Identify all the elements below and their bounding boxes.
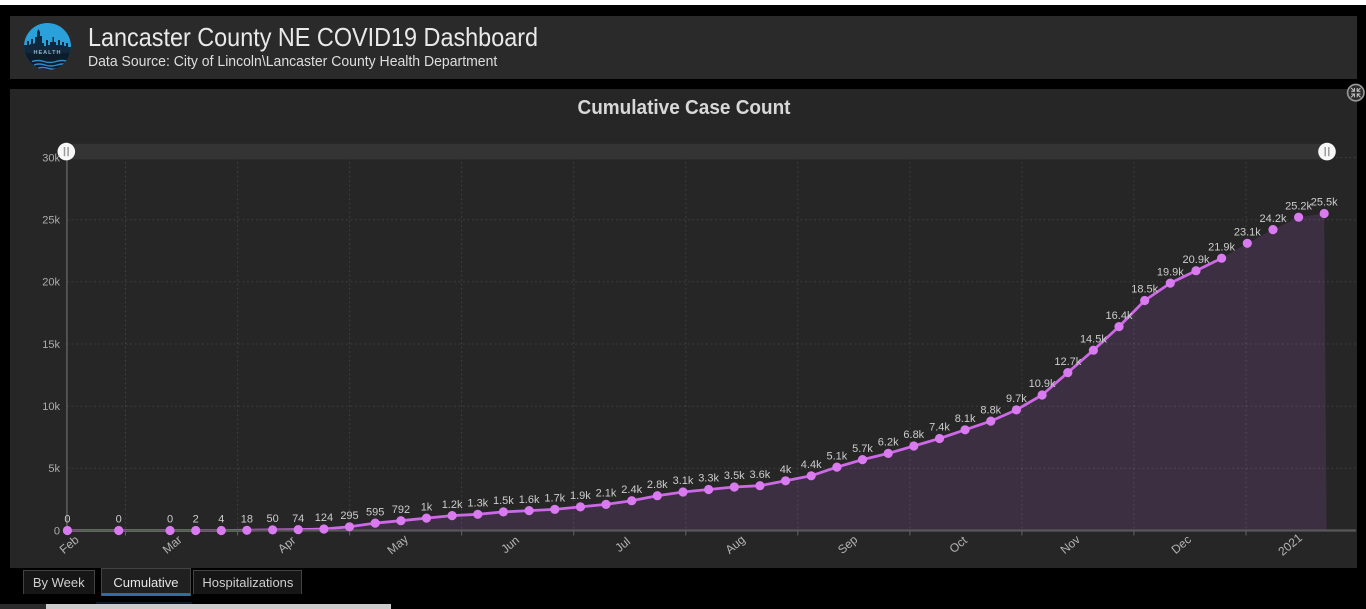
svg-text:25k: 25k (42, 215, 60, 227)
svg-text:Aug: Aug (722, 532, 747, 556)
svg-text:May: May (384, 532, 410, 557)
svg-text:6.8k: 6.8k (903, 429, 924, 441)
svg-text:50: 50 (266, 513, 278, 525)
svg-text:595: 595 (366, 506, 384, 518)
svg-text:Oct: Oct (947, 533, 971, 556)
svg-text:3.1k: 3.1k (673, 475, 694, 487)
svg-text:Dec: Dec (1169, 532, 1194, 556)
svg-text:2.1k: 2.1k (596, 488, 617, 500)
svg-text:792: 792 (392, 504, 410, 516)
svg-text:25.2k: 25.2k (1285, 200, 1312, 212)
svg-text:9.7k: 9.7k (1006, 393, 1027, 405)
svg-text:7.4k: 7.4k (929, 422, 950, 434)
svg-text:74: 74 (292, 513, 304, 525)
svg-text:Cumulative Case Count: Cumulative Case Count (578, 97, 791, 119)
svg-text:30k: 30k (42, 152, 60, 164)
svg-text:10k: 10k (42, 401, 60, 413)
svg-text:295: 295 (340, 510, 358, 522)
svg-text:2021: 2021 (1275, 530, 1305, 558)
svg-text:12.7k: 12.7k (1054, 356, 1081, 368)
svg-text:0: 0 (167, 514, 173, 526)
svg-text:Mar: Mar (160, 533, 185, 557)
svg-text:Nov: Nov (1058, 532, 1083, 556)
svg-text:5.1k: 5.1k (827, 450, 848, 462)
svg-text:Sep: Sep (835, 532, 861, 557)
svg-text:1.5k: 1.5k (493, 495, 514, 507)
svg-text:20.9k: 20.9k (1183, 254, 1210, 266)
svg-text:3.5k: 3.5k (724, 470, 745, 482)
svg-text:18: 18 (241, 514, 253, 526)
svg-text:16.4k: 16.4k (1106, 310, 1133, 322)
svg-text:15k: 15k (42, 339, 60, 351)
svg-text:20k: 20k (42, 277, 60, 289)
svg-text:18.5k: 18.5k (1131, 284, 1158, 296)
svg-text:5.7k: 5.7k (852, 443, 873, 455)
svg-text:8.1k: 8.1k (955, 413, 976, 425)
svg-text:1.2k: 1.2k (442, 499, 463, 511)
svg-text:1.3k: 1.3k (467, 498, 488, 510)
svg-text:1.9k: 1.9k (570, 490, 591, 502)
svg-text:2: 2 (193, 514, 199, 526)
svg-text:1.6k: 1.6k (519, 494, 540, 506)
svg-text:14.5k: 14.5k (1080, 333, 1107, 345)
svg-text:HEALTH: HEALTH (34, 50, 62, 56)
svg-text:3.6k: 3.6k (750, 469, 771, 481)
svg-text:2.8k: 2.8k (647, 479, 668, 491)
svg-text:4: 4 (218, 514, 224, 526)
svg-text:25.5k: 25.5k (1311, 197, 1338, 209)
svg-text:Jun: Jun (498, 533, 522, 556)
svg-text:124: 124 (315, 512, 333, 524)
svg-text:0: 0 (54, 526, 60, 538)
svg-text:19.9k: 19.9k (1157, 266, 1184, 278)
svg-text:Apr: Apr (275, 533, 298, 556)
svg-text:4.4k: 4.4k (801, 459, 822, 471)
svg-text:6.2k: 6.2k (878, 437, 899, 449)
svg-text:Jul: Jul (612, 534, 633, 555)
svg-text:4k: 4k (780, 464, 792, 476)
svg-text:24.2k: 24.2k (1260, 213, 1287, 225)
svg-text:5k: 5k (48, 463, 60, 475)
svg-text:10.9k: 10.9k (1029, 378, 1056, 390)
svg-text:3.3k: 3.3k (698, 473, 719, 485)
svg-text:0: 0 (64, 514, 70, 526)
svg-text:2.4k: 2.4k (621, 484, 642, 496)
svg-text:1.7k: 1.7k (544, 493, 565, 505)
svg-text:Feb: Feb (57, 532, 82, 556)
svg-text:0: 0 (116, 514, 122, 526)
svg-text:8.8k: 8.8k (980, 404, 1001, 416)
svg-text:1k: 1k (421, 501, 433, 513)
svg-text:23.1k: 23.1k (1234, 227, 1261, 239)
svg-text:21.9k: 21.9k (1208, 241, 1235, 253)
